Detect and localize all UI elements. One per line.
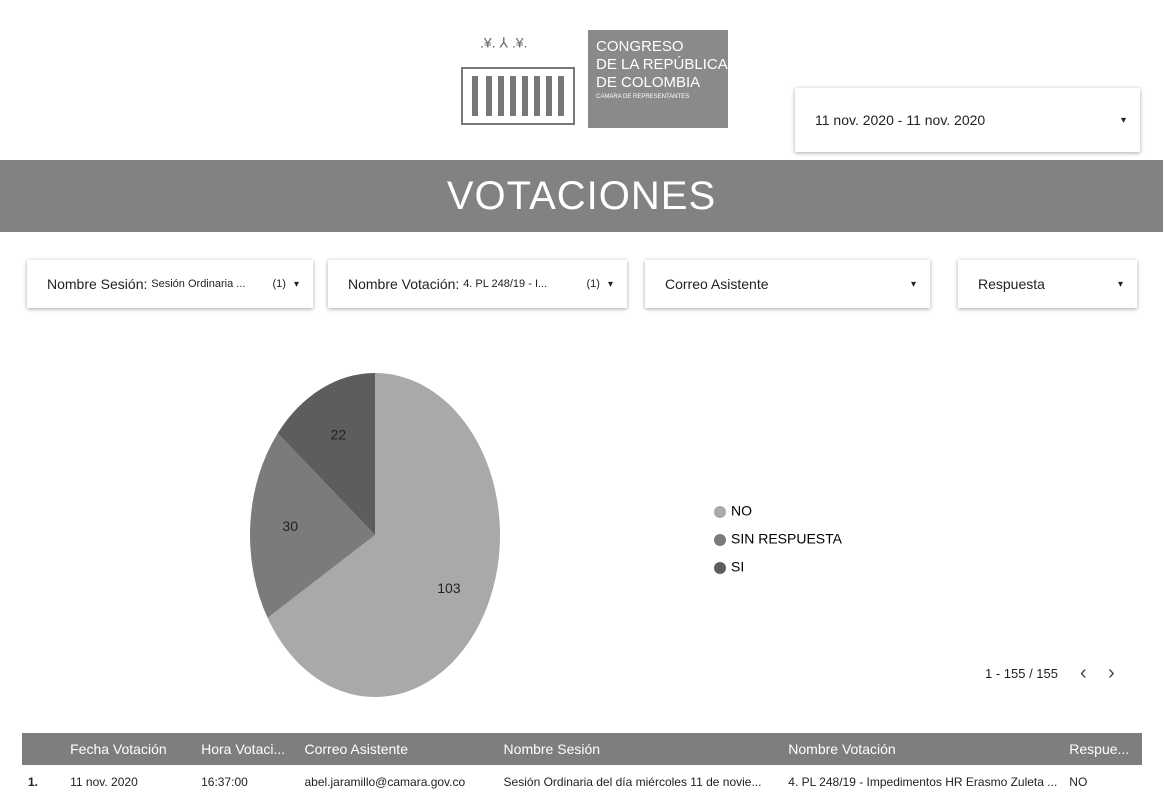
table-cell: 16:37:00: [201, 775, 248, 789]
filter[interactable]: Correo Asistente ▾: [645, 260, 930, 308]
header-cell: Respue...: [1063, 733, 1142, 765]
legend-swatch: [714, 506, 726, 518]
header-cell: Nombre Sesión: [497, 733, 783, 765]
filter-label: Nombre Votación:: [348, 276, 460, 292]
legend-label: SI: [731, 559, 744, 575]
filter[interactable]: Nombre Votación: 4. PL 248/19 - I... (1) ▾: [328, 260, 627, 308]
table-row: 1. 11 nov. 2020 16:37:00 abel.jaramillo@cam…: [22, 765, 1142, 799]
table-cell: Sesión Ordinaria del día miércoles 11 de…: [503, 775, 762, 789]
pie-chart: 103 30 22 NO SIN RESPUESTA SI: [250, 373, 843, 697]
logo: .¥. ⅄ .¥. CONGRESO DE LA REPÚBLICA DE CO…: [450, 28, 730, 130]
data-label: 30: [282, 518, 298, 534]
table-cell: 4. PL 248/19 - Impedimentos HR Erasmo Zu…: [788, 775, 1058, 789]
title: VOTACIONES: [446, 174, 717, 218]
filter-label: Correo Asistente: [665, 276, 769, 292]
legend-swatch: [714, 534, 726, 546]
row-index: 1.: [28, 775, 39, 789]
prev-page[interactable]: ‹: [1080, 662, 1087, 684]
header-cell: [22, 733, 65, 765]
filter-count: (1): [272, 278, 286, 290]
legend-swatch: [714, 562, 726, 574]
filter-count: (1): [586, 278, 600, 290]
logo-line: CONGRESO: [596, 38, 684, 55]
filter-label: Respuesta: [978, 276, 1045, 292]
logo-line: CAMARA DE REPRESENTANTES: [596, 94, 690, 100]
table-header: Fecha Votación Hora Votaci... Correo Asist…: [22, 733, 1142, 765]
filter[interactable]: Nombre Sesión: Sesión Ordinaria ... (1) ▾: [27, 260, 313, 308]
logo-line: DE LA REPÚBLICA: [596, 56, 728, 73]
filter-label: Nombre Sesión:: [47, 276, 148, 292]
pie-slice: [267, 373, 500, 697]
pie-slice: [250, 433, 375, 618]
data-label: 22: [331, 426, 347, 442]
data-table: Fecha Votación Hora Votaci... Correo Asist…: [22, 733, 1142, 799]
svg-text:.¥. ⅄ .¥.: .¥. ⅄ .¥.: [480, 35, 527, 51]
data-label: 103: [437, 580, 461, 596]
table-cell: 11 nov. 2020: [70, 775, 138, 789]
header-cell: Correo Asistente: [298, 733, 498, 765]
date-picker[interactable]: 11 nov. 2020 - 11 nov. 2020 ▾: [795, 88, 1140, 152]
next-page[interactable]: ›: [1108, 662, 1115, 684]
pie-slice: [277, 373, 375, 535]
legend-label: SIN RESPUESTA: [731, 531, 843, 547]
header-cell: Nombre Votación: [782, 733, 1064, 765]
date-range: 11 nov. 2020 - 11 nov. 2020: [815, 112, 986, 128]
filter-value: 4. PL 248/19 - I...: [463, 278, 548, 290]
header-cell: Hora Votaci...: [195, 733, 299, 765]
logo-line: DE COLOMBIA: [596, 74, 701, 91]
pagination: 1 - 155 / 155: [985, 666, 1058, 681]
filter-value: Sesión Ordinaria ...: [151, 278, 246, 290]
banner: VOTACIONES: [0, 160, 1163, 232]
logo-icon: .¥. ⅄ .¥.: [461, 35, 575, 125]
table-cell: NO: [1069, 775, 1088, 789]
logo-text: CONGRESO DE LA REPÚBLICA DE COLOMBIA CAM…: [588, 30, 728, 128]
filter[interactable]: Respuesta ▾: [958, 260, 1137, 308]
header-cell: Fecha Votación: [64, 733, 196, 765]
legend-label: NO: [731, 503, 752, 519]
table-cell: abel.jaramillo@camara.gov.co: [304, 775, 466, 789]
